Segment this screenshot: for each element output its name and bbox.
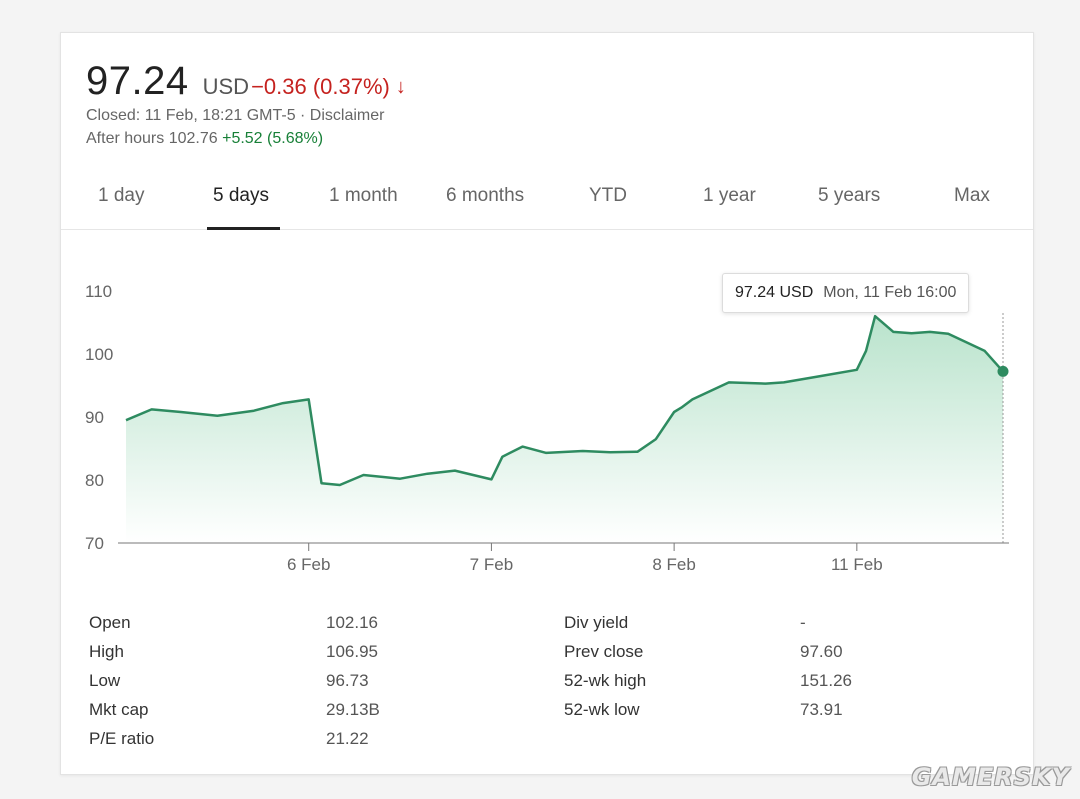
price-chart[interactable]: 70 80 90 100 110 6 Feb 7 Feb 8 Feb 11 Feb 97.24… xyxy=(61,229,1033,599)
after-hours-label: After hours 102.76 xyxy=(86,130,218,147)
stat-label: P/E ratio xyxy=(89,729,155,748)
after-hours-info: After hours 102.76 +5.52 (5.68%) xyxy=(86,130,323,148)
stat-value: 96.73 xyxy=(326,671,369,690)
tab-5-years[interactable]: 5 years xyxy=(818,185,881,206)
closed-info: Closed: 11 Feb, 18:21 GMT-5 · Disclaimer xyxy=(86,107,385,124)
stat-label: 52-wk high xyxy=(564,671,647,690)
stat-label: 52-wk low xyxy=(564,700,640,719)
tab-5-days[interactable]: 5 days xyxy=(213,185,269,206)
stat-open: Open 102.16 xyxy=(89,613,378,633)
stat-label: Mkt cap xyxy=(89,700,149,719)
stat-pe-ratio: P/E ratio 21.22 xyxy=(89,729,369,749)
tooltip-value: 97.24 USD xyxy=(735,284,814,301)
stat-label: Low xyxy=(89,671,121,690)
price-row: 97.24 USD −0.36 (0.37%) ↓ xyxy=(86,59,406,103)
stat-52wk-low: 52-wk low 73.91 xyxy=(564,700,843,720)
price-line xyxy=(125,314,1004,487)
y-tick-label: 70 xyxy=(85,534,104,553)
price-tooltip: 97.24 USD Mon, 11 Feb 16:00 xyxy=(722,273,970,313)
stat-high: High 106.95 xyxy=(89,642,378,662)
active-tab-indicator xyxy=(207,227,280,230)
stat-value: 151.26 xyxy=(800,671,852,690)
x-tick-label: 8 Feb xyxy=(652,555,695,574)
after-hours-change: +5.52 (5.68%) xyxy=(222,130,324,147)
stat-low: Low 96.73 xyxy=(89,671,369,691)
tab-max[interactable]: Max xyxy=(954,185,990,206)
arrow-down-icon: ↓ xyxy=(395,76,406,98)
tab-1-year[interactable]: 1 year xyxy=(703,185,756,206)
hover-point xyxy=(997,365,1009,377)
currency-label: USD xyxy=(202,74,250,99)
stat-52wk-high: 52-wk high 151.26 xyxy=(564,671,852,691)
stat-value: 102.16 xyxy=(326,613,378,632)
tooltip-date: Mon, 11 Feb 16:00 xyxy=(823,284,957,301)
price-area-fill xyxy=(126,316,1003,543)
y-tick-label: 100 xyxy=(85,345,113,364)
price-change: −0.36 (0.37%) xyxy=(251,74,390,99)
current-price: 97.24 xyxy=(86,59,189,103)
stat-value: - xyxy=(800,613,806,632)
tab-ytd[interactable]: YTD xyxy=(589,185,627,206)
stat-value: 73.91 xyxy=(800,700,843,719)
key-stats: Open 102.16 High 106.95 Low 96.73 Mkt ca… xyxy=(61,605,1033,765)
stat-label: Open xyxy=(89,613,131,632)
y-tick-label: 90 xyxy=(85,408,104,427)
stat-label: High xyxy=(89,642,124,661)
stat-value: 106.95 xyxy=(326,642,378,661)
tab-6-months[interactable]: 6 months xyxy=(446,185,525,206)
x-tick-label: 11 Feb xyxy=(831,555,883,574)
tab-1-month[interactable]: 1 month xyxy=(329,185,398,206)
stat-value: 29.13B xyxy=(326,700,380,719)
tab-1-day[interactable]: 1 day xyxy=(98,185,145,206)
y-tick-label: 80 xyxy=(85,471,104,490)
price-chart-svg: 70 80 90 100 110 6 Feb 7 Feb 8 Feb 11 Feb xyxy=(85,282,1009,574)
stat-label: Div yield xyxy=(564,613,629,632)
stat-value: 97.60 xyxy=(800,642,843,661)
x-tick-label: 7 Feb xyxy=(470,555,513,574)
watermark-logo: GAMERSKY xyxy=(911,763,1070,791)
stat-value: 21.22 xyxy=(326,729,369,748)
stat-div-yield: Div yield - xyxy=(564,613,806,633)
stat-mkt-cap: Mkt cap 29.13B xyxy=(89,700,380,720)
stat-prev-close: Prev close 97.60 xyxy=(564,642,843,662)
x-tick-label: 6 Feb xyxy=(287,555,330,574)
range-tabs: 1 day 5 days 1 month 6 months YTD 1 year… xyxy=(61,171,1033,230)
stat-label: Prev close xyxy=(564,642,644,661)
y-tick-label: 110 xyxy=(85,282,112,301)
stock-quote-card: 97.24 USD −0.36 (0.37%) ↓ Closed: 11 Feb… xyxy=(60,32,1034,775)
